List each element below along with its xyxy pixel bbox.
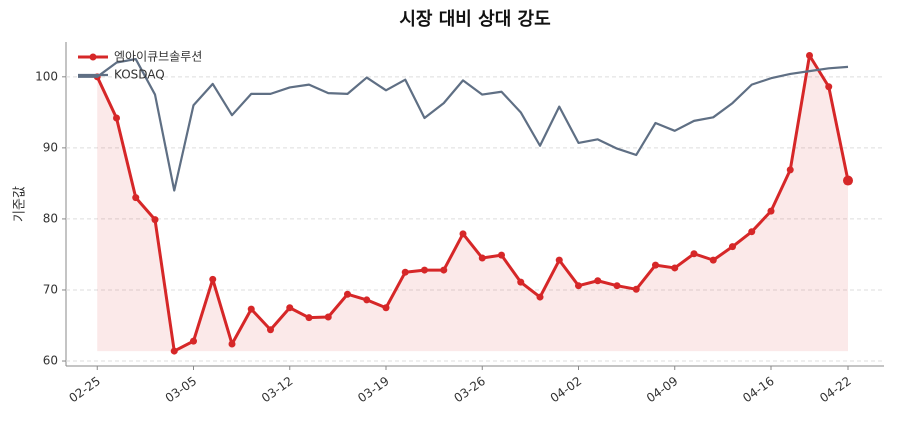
point: [748, 228, 756, 236]
point: [632, 285, 640, 293]
chart-title: 시장 대비 상대 강도: [399, 9, 550, 30]
y-axis-label: 기준값: [13, 186, 28, 222]
line: [78, 57, 849, 192]
point: [555, 256, 563, 264]
x-tick-label: 04-16: [740, 374, 777, 405]
point: [440, 266, 448, 274]
point: [709, 256, 717, 264]
point: [247, 305, 255, 313]
point: [190, 337, 197, 345]
point: [382, 304, 390, 312]
x-tick-label: 03-05: [163, 374, 200, 405]
y-tick-label: 70: [43, 282, 58, 296]
x-tick-label: 04-02: [548, 374, 585, 405]
x-tick-label: 02-25: [66, 374, 103, 405]
point: [209, 275, 217, 283]
point: [228, 340, 236, 348]
point: [478, 254, 486, 262]
legend-label: 엠아이큐브솔루션: [114, 50, 202, 64]
legend-marker: [89, 53, 97, 61]
point: [421, 266, 428, 274]
y-tick-label: 80: [43, 211, 58, 225]
point: [324, 313, 332, 321]
y-tick-label: 60: [43, 354, 58, 368]
point: [594, 277, 602, 285]
point: [843, 175, 853, 186]
point: [536, 293, 544, 301]
point: [690, 250, 698, 258]
point: [825, 83, 833, 91]
x-tick-label: 03-26: [451, 374, 488, 405]
point: [767, 207, 775, 215]
point: [652, 261, 659, 269]
x-tick-label: 03-12: [259, 374, 296, 405]
point: [613, 282, 621, 290]
point: [517, 278, 525, 286]
point: [401, 268, 409, 276]
point: [267, 326, 274, 334]
line: [95, 54, 850, 353]
x-tick-label: 04-22: [817, 374, 854, 405]
point: [113, 114, 120, 122]
point: [786, 166, 794, 174]
point: [286, 304, 294, 312]
point: [459, 230, 467, 238]
point: [344, 290, 351, 298]
point: [363, 296, 371, 304]
point: [151, 216, 159, 224]
y-tick-label: 100: [35, 69, 58, 83]
point: [671, 264, 679, 272]
point: [170, 347, 178, 355]
point: [806, 52, 813, 59]
point: [305, 314, 313, 322]
x-tick-label: 03-19: [355, 374, 392, 405]
legend-label: KOSDAQ: [114, 68, 165, 82]
point: [132, 194, 140, 202]
point: [575, 282, 582, 290]
point: [729, 243, 736, 251]
y-tick-label: 90: [43, 140, 58, 154]
area: [97, 55, 848, 352]
point: [498, 251, 505, 259]
x-tick-label: 04-09: [644, 374, 681, 405]
